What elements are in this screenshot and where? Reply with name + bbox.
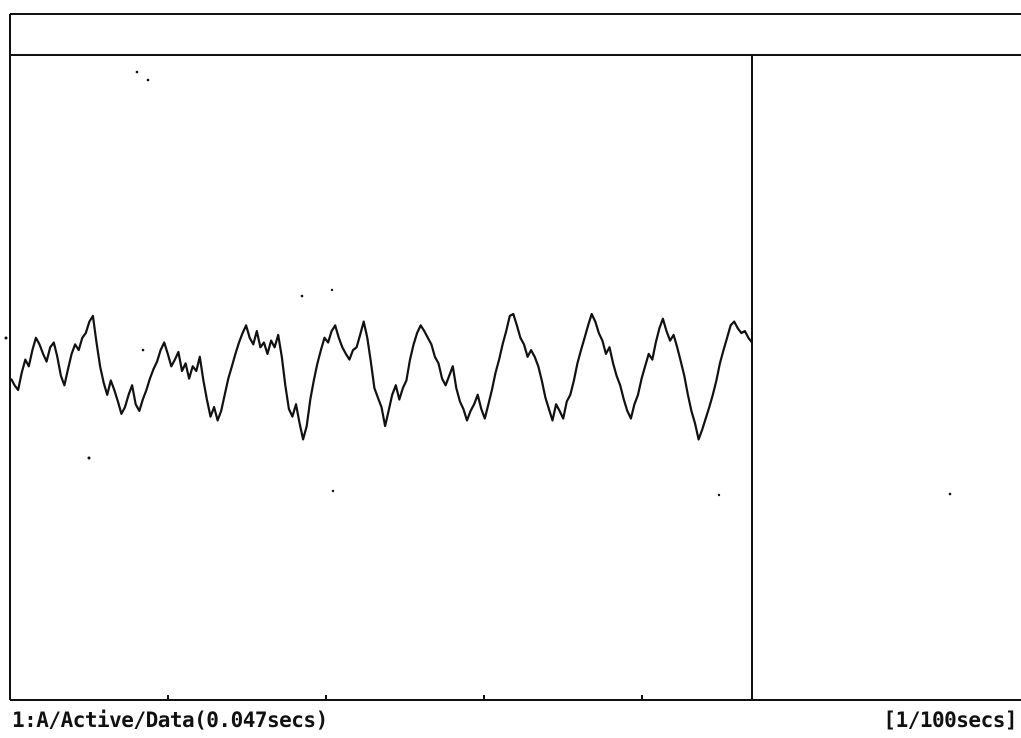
- noise-dots: [4, 70, 952, 497]
- noise-dot: [87, 456, 91, 460]
- noise-dot: [146, 78, 150, 82]
- noise-dot: [135, 70, 139, 74]
- channel-status-label: 1:A/Active/Data(0.047secs): [12, 708, 328, 732]
- noise-dot: [717, 493, 721, 497]
- noise-dot: [141, 348, 145, 352]
- noise-dot: [300, 294, 304, 298]
- timebase-label: [1/100secs]: [883, 708, 1017, 732]
- waveform-trace: [10, 312, 753, 441]
- noise-dot: [331, 489, 335, 493]
- noise-dot: [948, 492, 952, 496]
- noise-dot: [330, 288, 334, 292]
- noise-dot: [4, 336, 8, 340]
- time-axis-ticks: [167, 695, 643, 700]
